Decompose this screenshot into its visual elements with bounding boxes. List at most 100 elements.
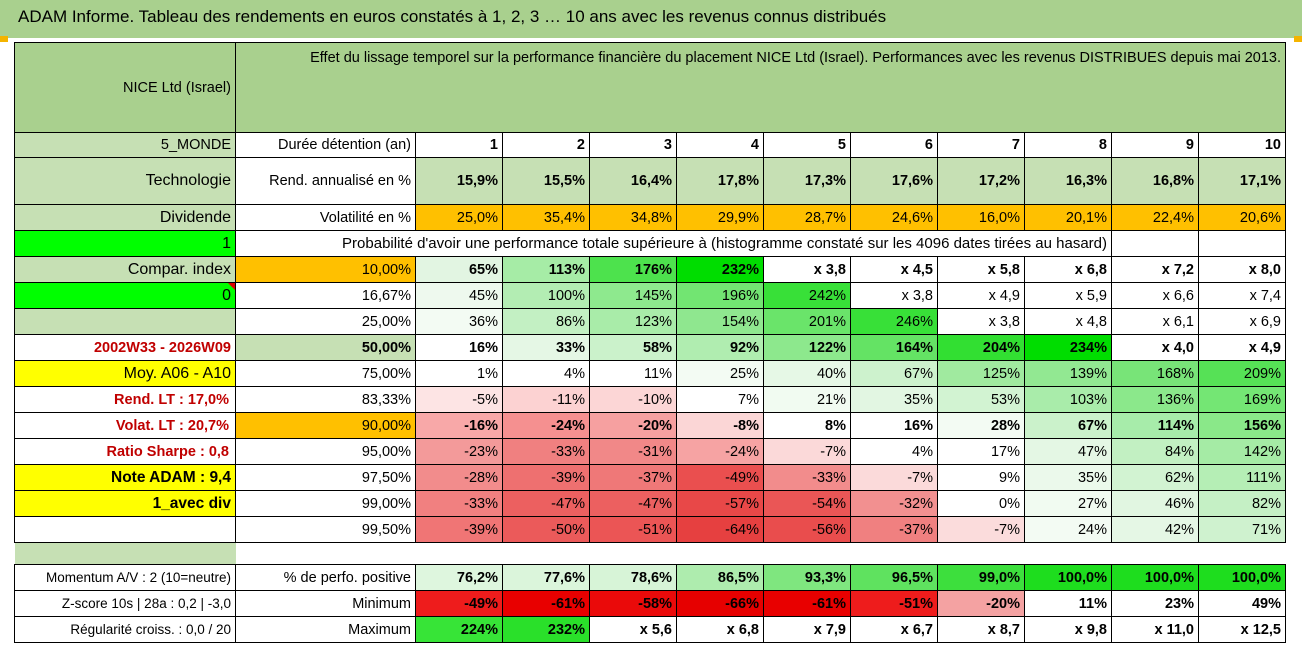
pos-value: 100,0%	[1198, 564, 1286, 591]
rend-lt-cell: Rend. LT : 17,0%	[14, 386, 236, 413]
probability-value: -33%	[763, 464, 851, 491]
probability-value: 154%	[676, 308, 764, 335]
vol-label: Volatilité en %	[235, 204, 416, 231]
percentile-cell: 99,00%	[235, 490, 416, 517]
rend-value: 17,3%	[763, 157, 851, 205]
probability-value: 142%	[1198, 438, 1286, 465]
rend-value: 17,6%	[850, 157, 938, 205]
probability-value: 156%	[1198, 412, 1286, 439]
probability-value: 53%	[937, 386, 1025, 413]
max-value: x 9,8	[1024, 616, 1112, 643]
pos-value: 77,6%	[502, 564, 590, 591]
rend-label: Rend. annualisé en %	[235, 157, 416, 205]
probability-value: 164%	[850, 334, 938, 361]
rend-value: 15,9%	[415, 157, 503, 205]
probability-value: -47%	[502, 490, 590, 517]
percentile-cell: 10,00%	[235, 256, 416, 283]
empty-side-cell	[14, 308, 236, 335]
probability-value: 123%	[589, 308, 677, 335]
min-label: Minimum	[235, 590, 416, 617]
probability-value: 100%	[502, 282, 590, 309]
probability-value: x 4,5	[850, 256, 938, 283]
max-value: x 5,6	[589, 616, 677, 643]
rend-value: 17,2%	[937, 157, 1025, 205]
percentile-cell: 25,00%	[235, 308, 416, 335]
pos-value: 93,3%	[763, 564, 851, 591]
year-header: 3	[589, 132, 677, 158]
probability-value: x 7,2	[1111, 256, 1199, 283]
pos-value: 86,5%	[676, 564, 764, 591]
probability-value: -49%	[676, 464, 764, 491]
probability-value: x 3,8	[850, 282, 938, 309]
percentile-cell: 16,67%	[235, 282, 416, 309]
min-value: 11%	[1024, 590, 1112, 617]
vol-value: 34,8%	[589, 204, 677, 231]
percentile-cell: 97,50%	[235, 464, 416, 491]
probability-value: -39%	[502, 464, 590, 491]
probability-value: 4%	[502, 360, 590, 387]
vol-value: 20,6%	[1198, 204, 1286, 231]
rend-value: 15,5%	[502, 157, 590, 205]
probability-value: -33%	[415, 490, 503, 517]
probability-value: 139%	[1024, 360, 1112, 387]
proba-label: Probabilité d'avoir une performance tota…	[235, 230, 1112, 257]
probability-value: 33%	[502, 334, 590, 361]
probability-value: x 5,9	[1024, 282, 1112, 309]
probability-value: x 6,8	[1024, 256, 1112, 283]
max-value: 224%	[415, 616, 503, 643]
min-value: -51%	[850, 590, 938, 617]
pos-value: 99,0%	[937, 564, 1025, 591]
fund-name-cell: NICE Ltd (Israel)	[14, 42, 236, 133]
pos-value: 78,6%	[589, 564, 677, 591]
probability-value: 36%	[415, 308, 503, 335]
probability-value: 24%	[1024, 516, 1112, 543]
year-header: 4	[676, 132, 764, 158]
probability-value: x 6,1	[1111, 308, 1199, 335]
probability-value: x 4,8	[1024, 308, 1112, 335]
probability-value: -32%	[850, 490, 938, 517]
note-adam-cell: Note ADAM : 9,4	[14, 464, 236, 491]
probability-value: x 4,9	[937, 282, 1025, 309]
min-value: -20%	[937, 590, 1025, 617]
probability-value: -10%	[589, 386, 677, 413]
min-value: -61%	[763, 590, 851, 617]
performance-table: NICE Ltd (Israel) Effet du lissage tempo…	[14, 42, 1286, 643]
probability-value: -50%	[502, 516, 590, 543]
empty-side-cell	[14, 516, 236, 543]
max-value: x 8,7	[937, 616, 1025, 643]
probability-value: x 7,4	[1198, 282, 1286, 309]
probability-value: 169%	[1198, 386, 1286, 413]
max-value: x 6,8	[676, 616, 764, 643]
min-value: -61%	[502, 590, 590, 617]
probability-value: -7%	[937, 516, 1025, 543]
sector-cell: Technologie	[14, 157, 236, 205]
probability-value: 196%	[676, 282, 764, 309]
probability-value: 11%	[589, 360, 677, 387]
probability-value: x 4,9	[1198, 334, 1286, 361]
probability-value: x 8,0	[1198, 256, 1286, 283]
rend-value: 16,3%	[1024, 157, 1112, 205]
empty-cell	[1111, 230, 1199, 257]
zscore-cell: Z-score 10s | 28a : 0,2 | -3,0	[14, 590, 236, 617]
pos-value: 100,0%	[1111, 564, 1199, 591]
one-cell: 1	[14, 230, 236, 257]
vol-value: 20,1%	[1024, 204, 1112, 231]
percentile-cell: 83,33%	[235, 386, 416, 413]
probability-value: -33%	[502, 438, 590, 465]
year-header: 9	[1111, 132, 1199, 158]
probability-value: 16%	[415, 334, 503, 361]
probability-value: x 3,8	[763, 256, 851, 283]
probability-value: 16%	[850, 412, 938, 439]
probability-value: -51%	[589, 516, 677, 543]
min-value: 23%	[1111, 590, 1199, 617]
probability-value: 7%	[676, 386, 764, 413]
percentile-cell: 90,00%	[235, 412, 416, 439]
probability-value: 67%	[850, 360, 938, 387]
probability-value: 8%	[763, 412, 851, 439]
probability-value: 71%	[1198, 516, 1286, 543]
probability-value: -8%	[676, 412, 764, 439]
period-cell: 2002W33 - 2026W09	[14, 334, 236, 361]
probability-value: 4%	[850, 438, 938, 465]
spacer-cell	[14, 542, 236, 565]
vol-value: 25,0%	[415, 204, 503, 231]
